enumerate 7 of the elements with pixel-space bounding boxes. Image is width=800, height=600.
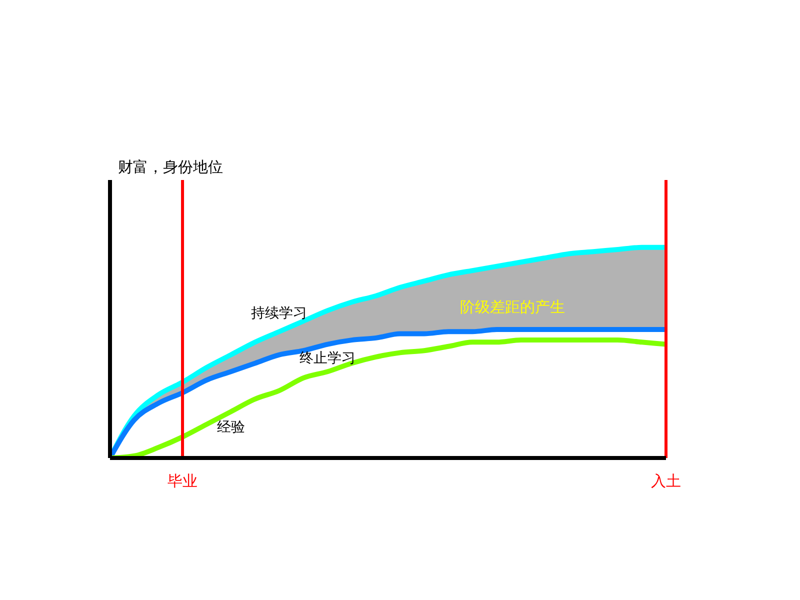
y-axis-title: 财富，身份地位 [118, 158, 223, 177]
series-label: 经验 [216, 420, 245, 436]
x-tick-label: 入土 [651, 472, 681, 490]
series-label: 持续学习 [251, 306, 308, 322]
x-tick-label: 毕业 [168, 472, 198, 490]
annotation: 阶级差距的产生 [460, 298, 565, 317]
series-label: 终止学习 [300, 350, 356, 366]
